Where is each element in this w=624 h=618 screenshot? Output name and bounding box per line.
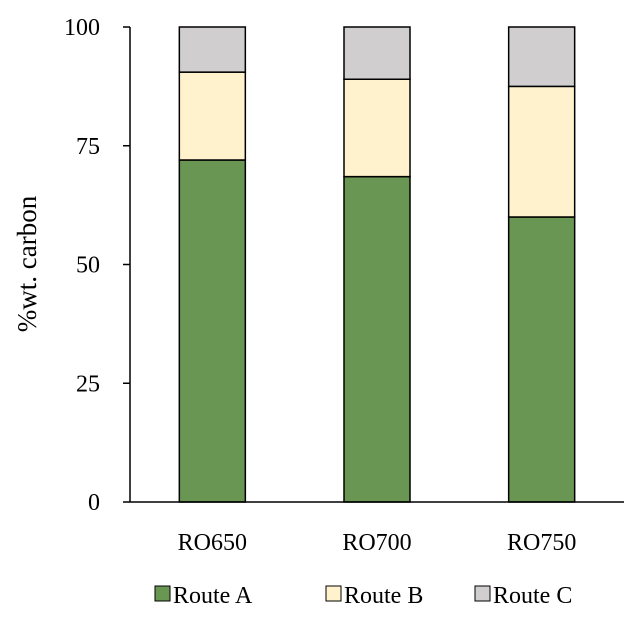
bar-route-c-ro700: [343, 26, 411, 80]
y-tick-label: 25: [76, 371, 100, 397]
legend-label: Route A: [173, 583, 253, 609]
bar-route-a-ro700: [343, 175, 411, 503]
x-tick-label: RO750: [507, 530, 576, 556]
bar-route-b-ro750: [507, 85, 576, 218]
y-axis-title: %wt. carbon: [12, 195, 42, 332]
y-tick-label: 50: [76, 253, 100, 279]
x-tick-label: RO700: [342, 530, 411, 556]
y-tick-label: 75: [76, 134, 100, 160]
y-tick-label: 100: [64, 15, 100, 41]
x-tick-label: RO650: [178, 530, 247, 556]
legend: Route A Route B Route C: [154, 583, 572, 609]
legend-swatch: [474, 585, 491, 602]
legend-swatch: [325, 585, 342, 602]
legend-swatch: [154, 585, 171, 602]
legend-label: Route B: [344, 583, 423, 609]
legend-label: Route C: [493, 583, 572, 609]
y-tick-label: 0: [88, 490, 100, 516]
bar-route-c-ro650: [178, 26, 247, 73]
bar-route-a-ro650: [178, 159, 247, 503]
bar-route-a-ro750: [507, 216, 576, 503]
bar-route-b-ro650: [178, 71, 247, 161]
bar-route-c-ro750: [507, 26, 576, 88]
bar-route-b-ro700: [343, 78, 411, 178]
plot-area: RO650 RO700 RO750 0 25 50 75 100: [64, 15, 624, 556]
